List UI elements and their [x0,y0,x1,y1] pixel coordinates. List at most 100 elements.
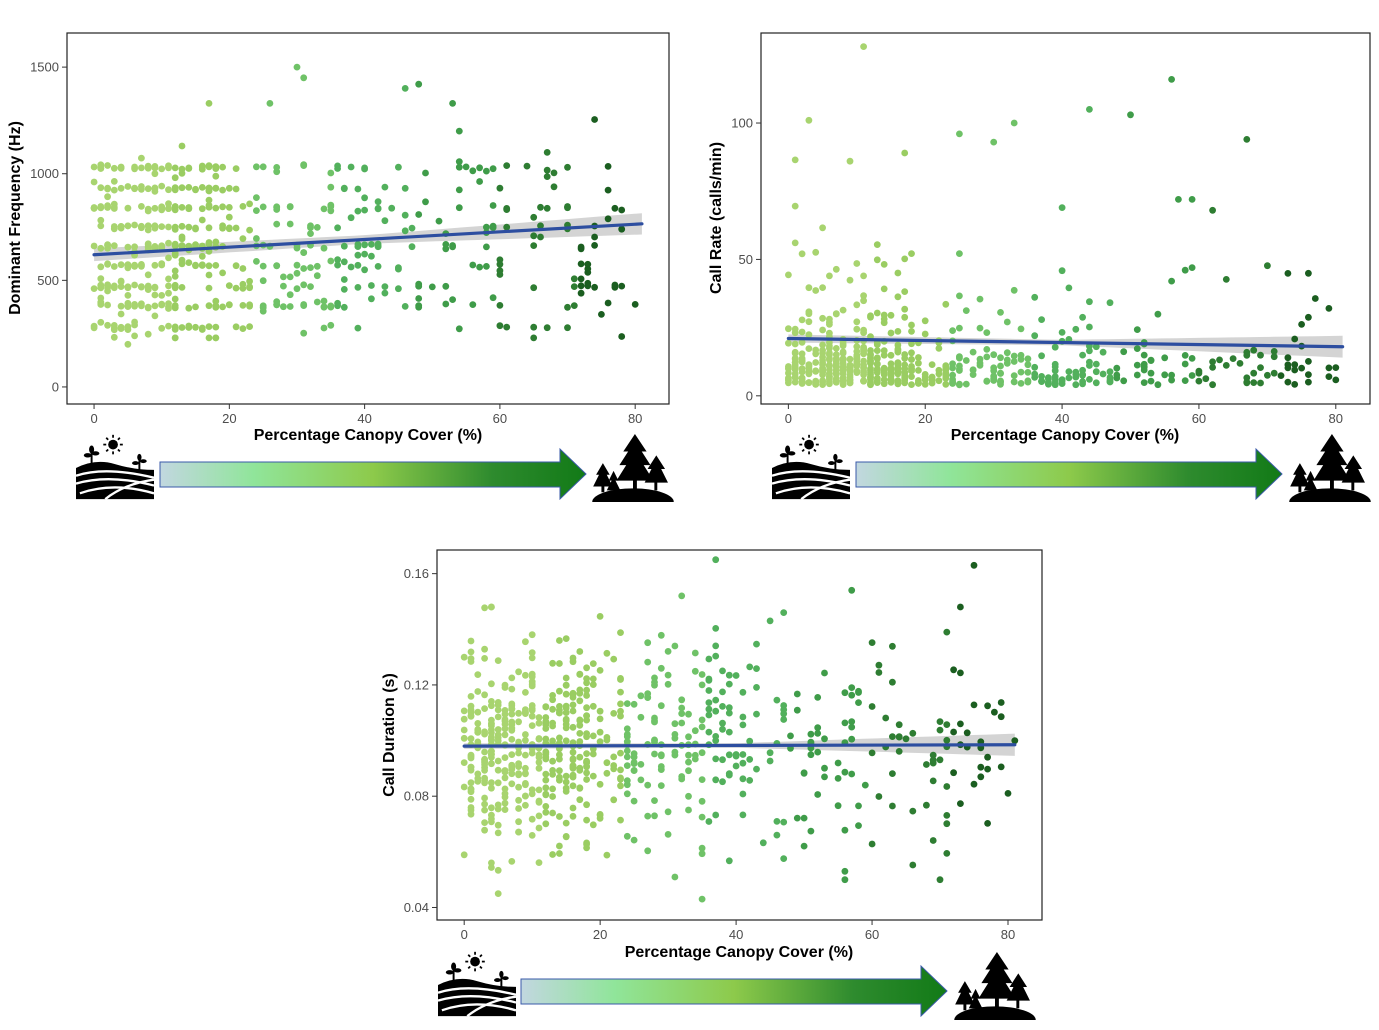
data-point [474,728,482,736]
data-point [807,730,815,738]
data-point [685,758,692,766]
data-point [165,254,172,262]
x-axis-a: 0 20 40 60 80 [90,404,642,426]
data-point [300,74,308,82]
data-point [746,756,754,763]
data-point [543,166,551,174]
data-point [812,287,820,294]
data-point [97,222,105,230]
data-point [556,813,563,820]
data-point [596,811,604,819]
data-point [1181,352,1189,359]
data-point [860,329,867,337]
data-point [785,325,792,333]
data-point [327,257,335,265]
data-point [637,776,645,784]
data-point [780,706,788,714]
data-point [549,719,556,727]
data-point [867,313,874,321]
data-point [596,728,604,736]
data-point [117,277,125,285]
data-point [623,733,631,740]
data-point [901,149,909,157]
data-point [481,779,488,787]
data-point [997,354,1004,362]
data-point [340,303,348,311]
data-point [562,833,570,840]
data-point [583,841,590,848]
data-point [481,645,488,653]
data-point [286,273,294,281]
data-point [488,760,495,768]
data-point [307,230,314,238]
data-point [185,223,193,231]
data-point [1113,364,1121,372]
data-point [873,369,881,376]
data-point [138,283,145,291]
data-point [630,750,638,758]
data-point [117,164,125,172]
data-point [374,198,382,206]
data-point [205,196,213,204]
canopy-arrow-b [855,447,1283,501]
data-point [562,690,570,698]
data-point [1031,332,1039,340]
data-point [936,726,944,734]
data-point [1099,370,1107,378]
data-point [144,241,152,249]
data-point [151,184,159,192]
data-point [1270,369,1278,377]
data-point [780,716,788,723]
data-point [131,281,139,289]
data-point [657,664,665,672]
data-point [569,804,577,812]
data-point [909,861,917,869]
data-point [1209,381,1216,389]
data-point [549,696,556,704]
data-point [657,702,665,710]
data-point [569,723,577,731]
data-point [171,267,179,275]
data-point [97,301,105,308]
data-point [819,367,826,374]
data-point [821,735,828,743]
data-point [1291,381,1299,388]
data-point [368,282,375,289]
data-point [712,776,720,784]
data-point [780,855,788,862]
data-point [678,773,686,780]
data-point [997,362,1004,370]
data-point [1017,351,1025,359]
data-point [766,617,774,625]
data-point [821,764,828,772]
data-point [280,273,287,281]
data-point [873,241,881,249]
data-point [395,264,402,272]
data-point [549,785,556,793]
scatter-points-b [785,43,1340,389]
data-point [542,803,550,810]
data-point [576,730,584,737]
data-point [104,193,111,201]
y-axis-b: 0 50 100 [731,116,761,403]
data-point [515,749,522,757]
data-point [110,178,118,185]
data-point [671,731,679,738]
x-axis-title-c: Percentage Canopy Cover (%) [625,944,854,961]
data-point [923,761,930,768]
data-point [908,349,915,357]
data-point [875,793,883,800]
data-point [476,178,483,185]
data-point [832,310,840,318]
data-point [253,163,260,171]
data-point [853,318,861,326]
data-point [853,301,861,309]
data-point [841,719,849,727]
data-point [1291,335,1299,343]
data-point [691,727,699,735]
data-point [570,283,578,290]
data-point [698,749,706,757]
data-point [984,765,991,773]
data-point [158,324,166,332]
data-point [826,315,833,323]
